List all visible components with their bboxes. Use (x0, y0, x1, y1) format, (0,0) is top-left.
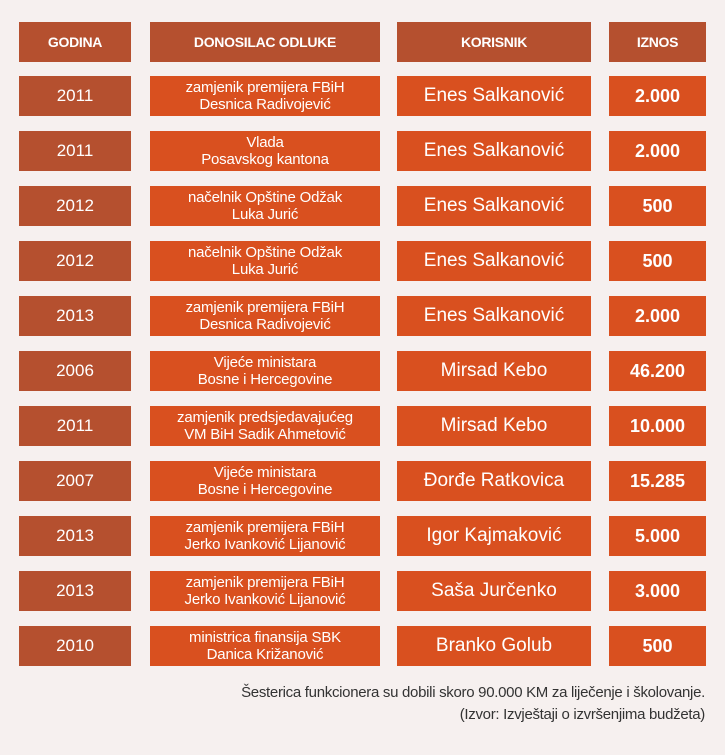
table-row: 2013 zamjenik premijera FBiH Jerko Ivanko… (0, 516, 725, 556)
amount-cell: 5.000 (609, 516, 706, 556)
year-cell: 2013 (19, 296, 131, 336)
beneficiary-cell: Igor Kajmaković (397, 516, 591, 556)
amount-cell: 500 (609, 241, 706, 281)
amount-cell: 2.000 (609, 131, 706, 171)
table-row: 2013 zamjenik premijera FBiH Jerko Ivanko… (0, 571, 725, 611)
year-cell: 2012 (19, 241, 131, 281)
beneficiary-cell: Enes Salkanović (397, 241, 591, 281)
beneficiary-cell: Enes Salkanović (397, 76, 591, 116)
footer-source: (Izvor: Izvještaji o izvršenjima budžeta… (459, 706, 706, 723)
header-korisnik: KORISNIK (397, 22, 591, 62)
year-cell: 2013 (19, 516, 131, 556)
decision-maker-cell: načelnik Opštine Odžak Luka Jurić (150, 241, 380, 281)
amount-cell: 10.000 (609, 406, 706, 446)
beneficiary-cell: Enes Salkanović (397, 131, 591, 171)
beneficiary-cell: Enes Salkanović (397, 186, 591, 226)
header-godina: GODINA (19, 22, 131, 62)
table-row: 2011 zamjenik predsjedavajućeg VM BiH Sad… (0, 406, 725, 446)
beneficiary-cell: Mirsad Kebo (397, 351, 591, 391)
table-row: 2010 ministrica finansija SBK Danica Križ… (0, 626, 725, 666)
decision-maker-cell: zamjenik premijera FBiH Desnica Radivoje… (150, 296, 380, 336)
decision-maker-cell: ministrica finansija SBK Danica Križanov… (150, 626, 380, 666)
amount-cell: 15.285 (609, 461, 706, 501)
beneficiary-cell: Mirsad Kebo (397, 406, 591, 446)
year-cell: 2011 (19, 76, 131, 116)
year-cell: 2007 (19, 461, 131, 501)
table-row: 2011 zamjenik premijera FBiH Desnica Radi… (0, 76, 725, 116)
decision-maker-cell: načelnik Opštine Odžak Luka Jurić (150, 186, 380, 226)
beneficiary-cell: Enes Salkanović (397, 296, 591, 336)
decision-maker-cell: zamjenik premijera FBiH Jerko Ivanković … (150, 516, 380, 556)
amount-cell: 46.200 (609, 351, 706, 391)
amount-cell: 500 (609, 626, 706, 666)
year-cell: 2011 (19, 406, 131, 446)
amount-cell: 2.000 (609, 76, 706, 116)
header-iznos: IZNOS (609, 22, 706, 62)
decision-maker-cell: zamjenik premijera FBiH Desnica Radivoje… (150, 76, 380, 116)
year-cell: 2011 (19, 131, 131, 171)
footer-note: Šesterica funkcionera su dobili skoro 90… (241, 684, 705, 701)
header-donosilac: DONOSILAC ODLUKE (150, 22, 380, 62)
table-row: 2007 Vijeće ministara Bosne i Hercegovine… (0, 461, 725, 501)
year-cell: 2013 (19, 571, 131, 611)
amount-cell: 2.000 (609, 296, 706, 336)
decision-maker-cell: Vlada Posavskog kantona (150, 131, 380, 171)
beneficiary-cell: Saša Jurčenko (397, 571, 591, 611)
table-row: 2011 Vlada Posavskog kantona Enes Salkanov… (0, 131, 725, 171)
beneficiary-cell: Đorđe Ratkovica (397, 461, 591, 501)
table-row: 2013 zamjenik premijera FBiH Desnica Radi… (0, 296, 725, 336)
table-row: 2012 načelnik Opštine Odžak Luka Jurić Ene… (0, 241, 725, 281)
beneficiary-cell: Branko Golub (397, 626, 591, 666)
table-row: 2012 načelnik Opštine Odžak Luka Jurić Ene… (0, 186, 725, 226)
year-cell: 2010 (19, 626, 131, 666)
amount-cell: 3.000 (609, 571, 706, 611)
decision-maker-cell: zamjenik premijera FBiH Jerko Ivanković … (150, 571, 380, 611)
decision-maker-cell: Vijeće ministara Bosne i Hercegovine (150, 461, 380, 501)
decision-maker-cell: zamjenik predsjedavajućeg VM BiH Sadik A… (150, 406, 380, 446)
amount-cell: 500 (609, 186, 706, 226)
year-cell: 2006 (19, 351, 131, 391)
table-row: 2006 Vijeće ministara Bosne i Hercegovine… (0, 351, 725, 391)
year-cell: 2012 (19, 186, 131, 226)
table-header: GODINA DONOSILAC ODLUKE KORISNIK IZNOS (0, 22, 725, 62)
decision-maker-cell: Vijeće ministara Bosne i Hercegovine (150, 351, 380, 391)
